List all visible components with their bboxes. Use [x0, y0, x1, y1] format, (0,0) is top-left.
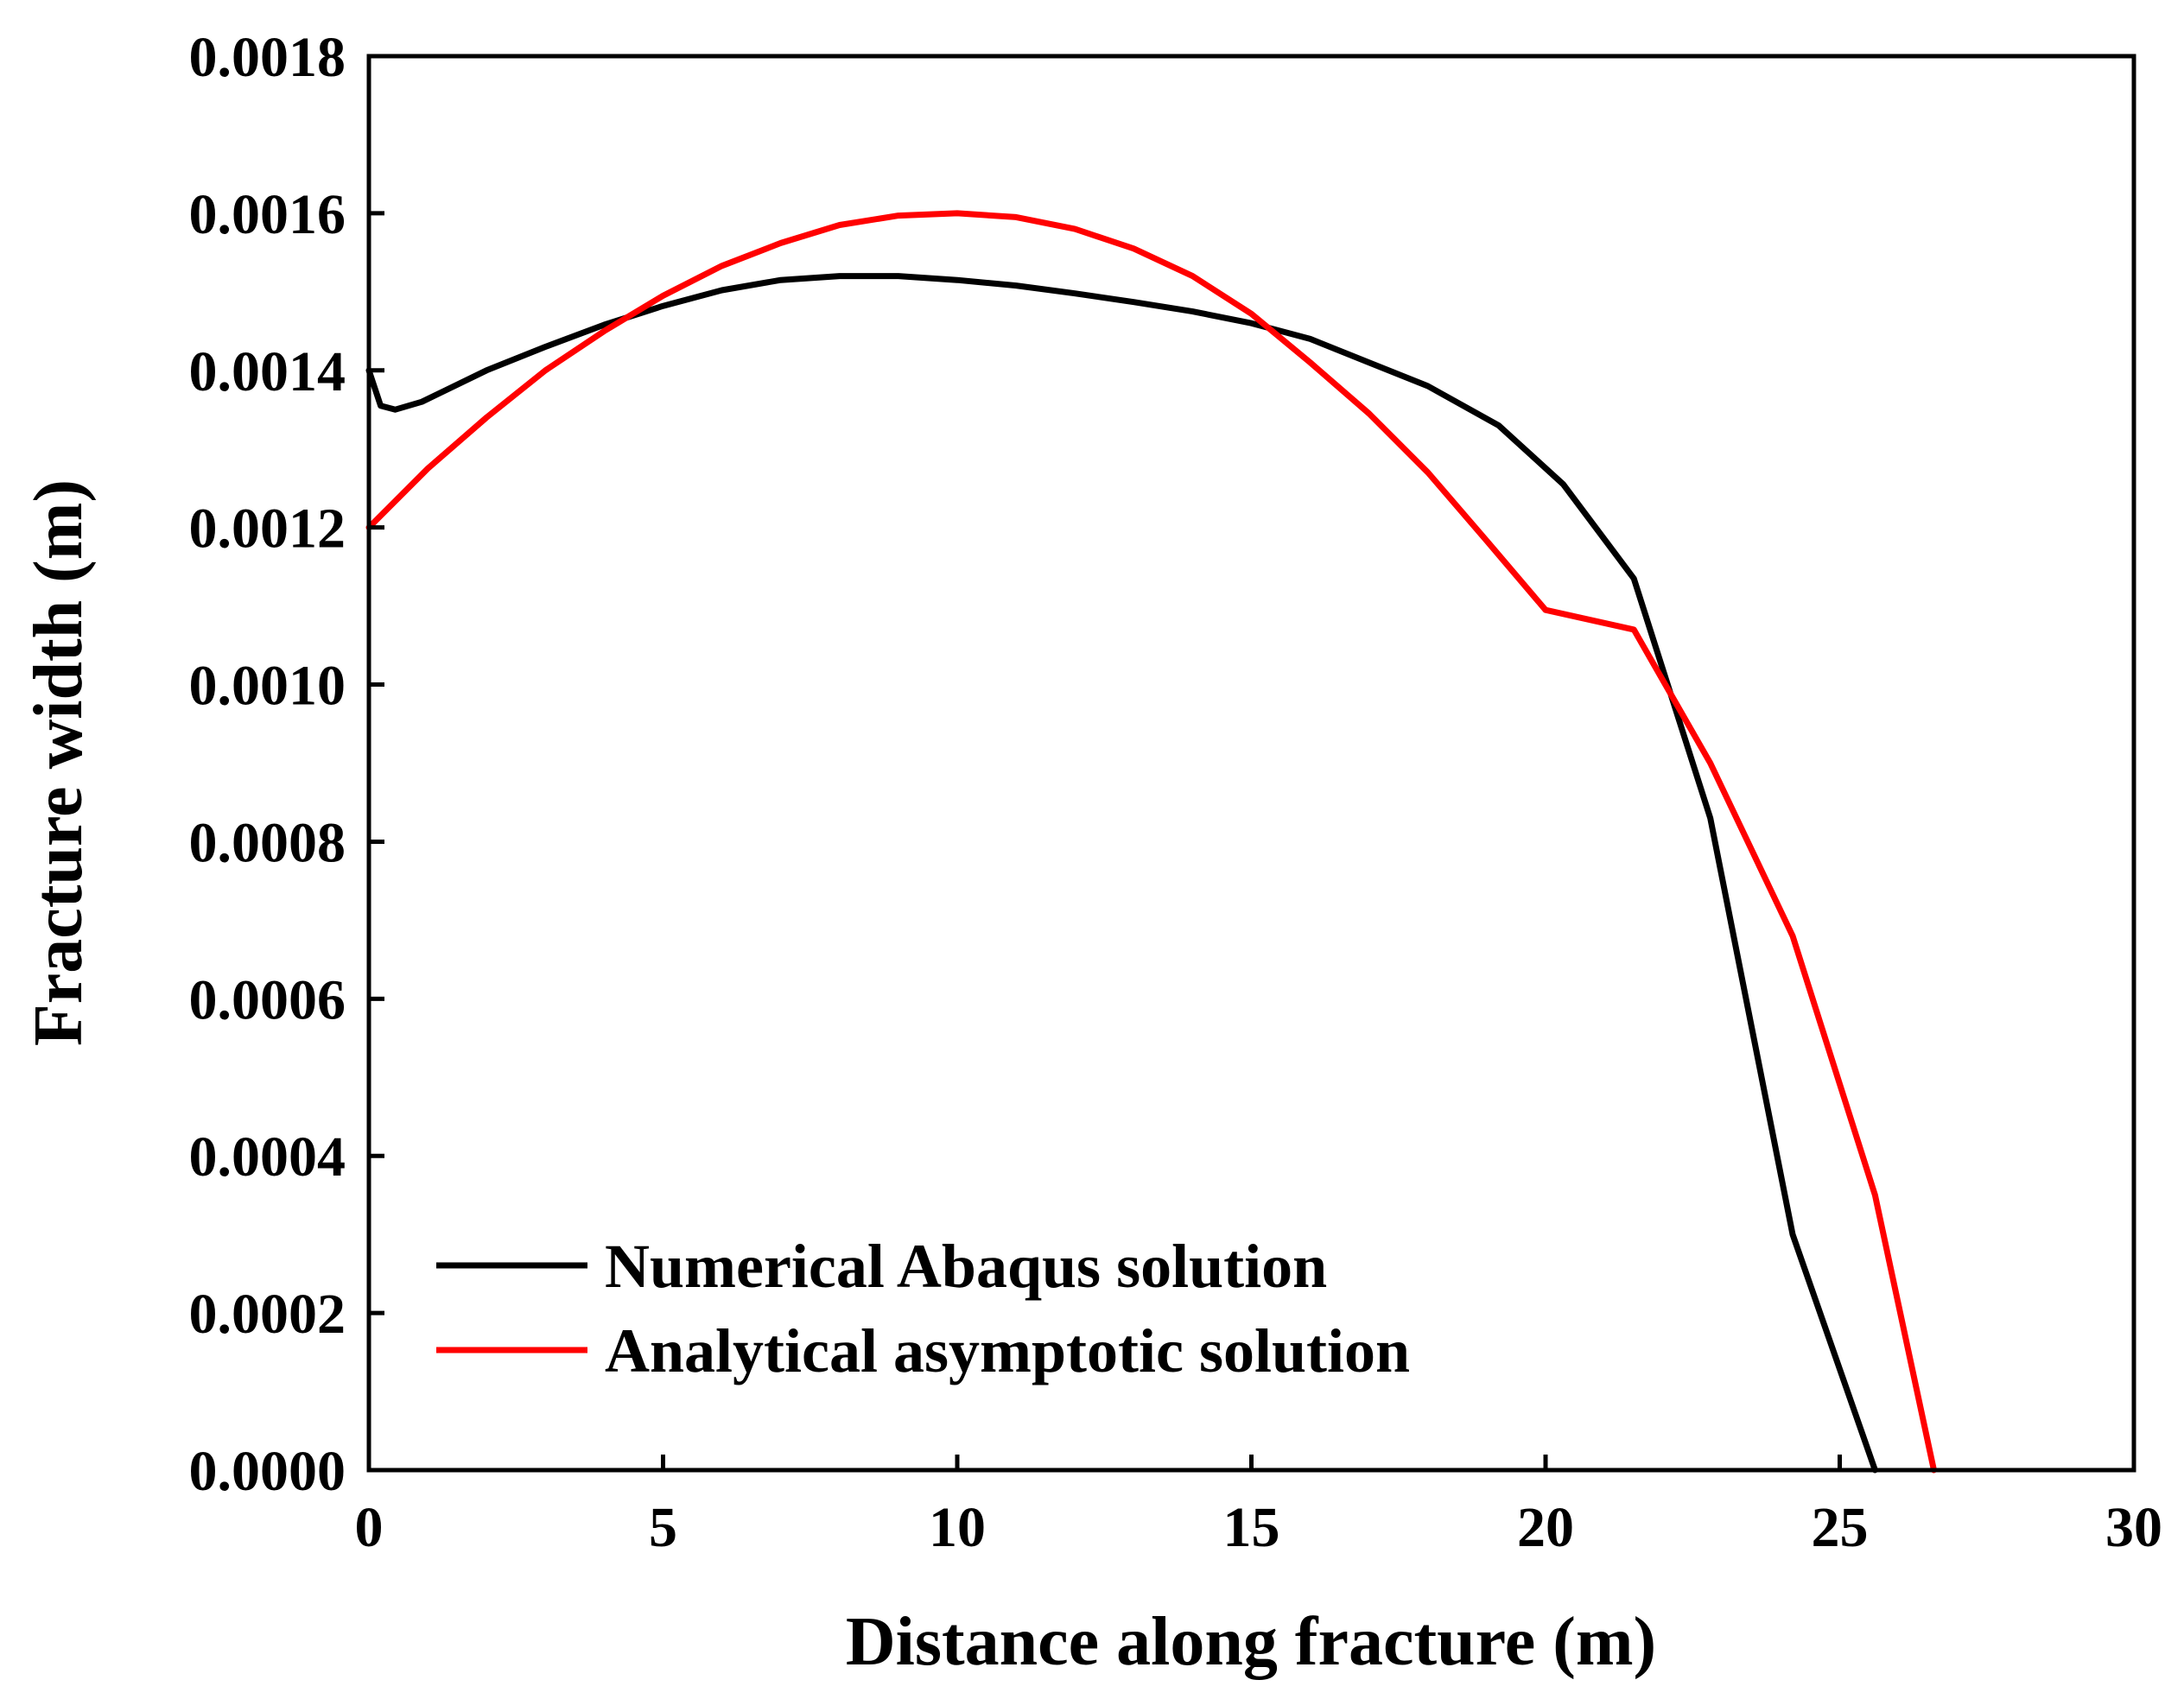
y-tick-label: 0.0006 [189, 968, 346, 1031]
y-tick-label: 0.0008 [189, 811, 346, 874]
legend: Numerical Abaqus solution Analytical asy… [436, 1232, 1410, 1385]
x-axis-title: Distance along fracture (m) [846, 1604, 1656, 1680]
x-tick-label: 25 [1812, 1496, 1869, 1559]
x-tick-label: 10 [929, 1496, 986, 1559]
y-tick-label: 0.0010 [189, 655, 346, 718]
x-tick-label: 30 [2105, 1496, 2162, 1559]
y-tick-label: 0.0016 [189, 183, 346, 246]
y-axis-title: Fracture width (m) [21, 479, 97, 1046]
y-tick-label: 0.0012 [189, 498, 346, 561]
x-axis: 0 5 10 15 20 25 30 [355, 1455, 2162, 1559]
y-tick-label: 0.0004 [189, 1125, 346, 1189]
x-tick-label: 20 [1517, 1496, 1574, 1559]
y-tick-label: 0.0014 [189, 340, 346, 403]
x-tick-label: 0 [355, 1496, 384, 1559]
y-tick-label: 0.0018 [189, 26, 346, 89]
plot-lines [365, 210, 1937, 1474]
x-tick-label: 5 [649, 1496, 677, 1559]
y-tick-label: 0.0000 [189, 1440, 346, 1503]
series-line-numerical [365, 273, 1878, 1474]
y-axis: 0.0000 0.0002 0.0004 0.0006 0.0008 0.0010 0.00… [189, 26, 384, 1503]
series-line-analytical [365, 210, 1937, 1474]
legend-label-analytical: Analytical asymptotic solution [605, 1316, 1410, 1385]
legend-label-numerical: Numerical Abaqus solution [605, 1232, 1327, 1301]
y-tick-label: 0.0002 [189, 1283, 346, 1346]
x-tick-label: 15 [1223, 1496, 1280, 1559]
